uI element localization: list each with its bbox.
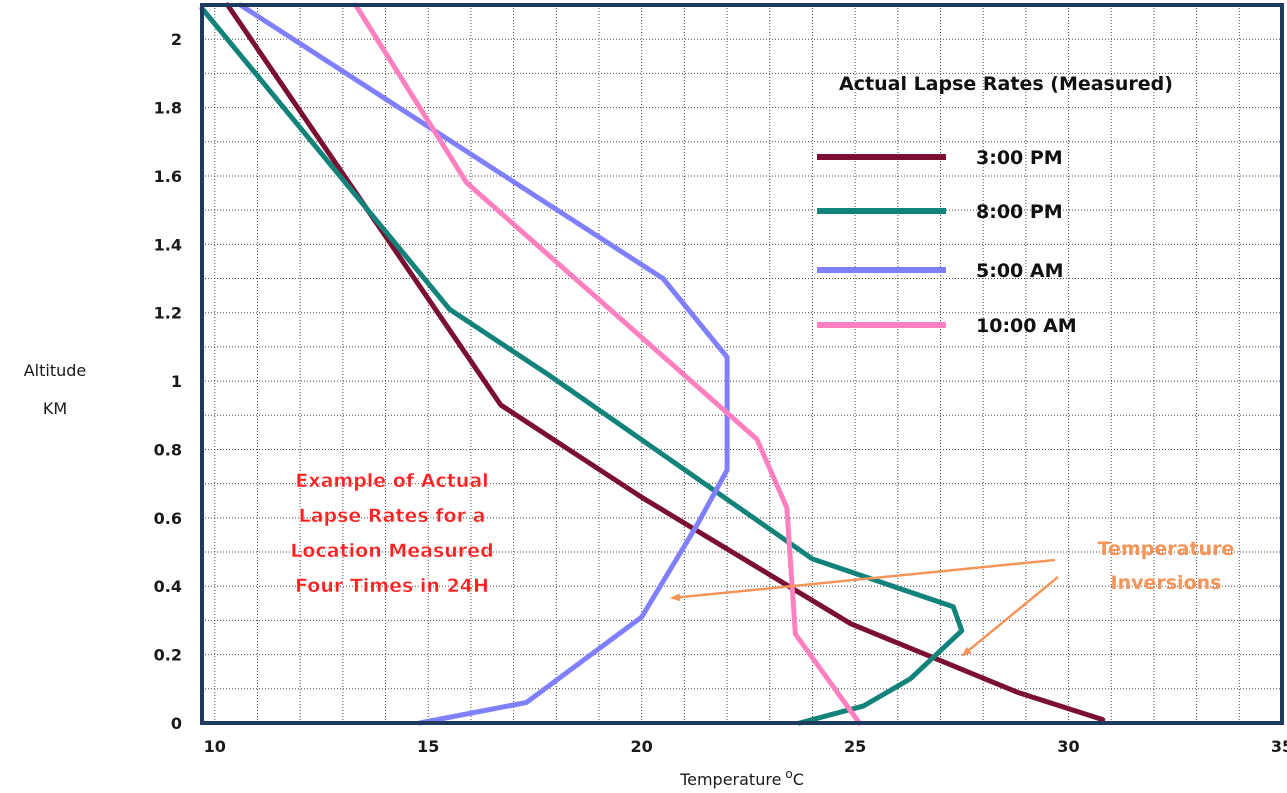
x-tick-label: 35	[1271, 737, 1287, 756]
y-tick-label: 1.2	[154, 304, 182, 323]
y-tick-label: 1.6	[154, 167, 182, 186]
y-axis-title-line-1: Altitude	[24, 361, 87, 380]
legend-label: 3:00 PM	[976, 147, 1063, 169]
legend-title: Actual Lapse Rates (Measured)	[839, 73, 1173, 95]
series-line-5-00-am	[237, 2, 730, 726]
legend-label: 5:00 AM	[976, 260, 1064, 282]
y-axis-title-line-2: KM	[43, 399, 67, 418]
y-tick-label: 0.4	[154, 577, 182, 596]
x-tick-label: 20	[631, 737, 653, 756]
x-axis-title-text: Temperature	[679, 770, 781, 789]
x-tick-label: 30	[1057, 737, 1079, 756]
plot-frame	[200, 3, 1284, 725]
x-axis-title-unit: C	[793, 770, 804, 789]
gridlines	[202, 5, 1282, 723]
annotation-inversions-line-2: Inversions	[1111, 572, 1222, 594]
annotation-example-line-4: Four Times in 24H	[295, 575, 489, 597]
series-lines	[199, 2, 1106, 726]
x-tick-label: 10	[204, 737, 226, 756]
annotation-example-line-3: Location Measured	[290, 540, 493, 562]
y-tick-label: 1.8	[154, 99, 182, 118]
x-tick-label: 15	[417, 737, 439, 756]
annotation-example-line-1: Example of Actual	[295, 470, 488, 492]
arrow-to-example	[670, 558, 1056, 602]
annotation-inversions: Temperature Inversions	[1098, 538, 1235, 594]
legend: 3:00 PM 8:00 PM 5:00 AM 10:00 AM	[817, 147, 1077, 337]
y-tick-label: 0.2	[154, 646, 182, 665]
annotation-arrows	[670, 558, 1059, 657]
annotation-inversions-line-1: Temperature	[1098, 538, 1235, 560]
y-tick-label: 0.6	[154, 509, 182, 528]
legend-label: 8:00 PM	[976, 201, 1063, 223]
y-tick-label: 0	[171, 714, 182, 733]
annotation-example-line-2: Lapse Rates for a	[299, 505, 486, 527]
series-line-8-00-pm	[199, 5, 965, 726]
y-tick-label: 1.4	[154, 235, 182, 254]
x-tick-label: 25	[844, 737, 866, 756]
y-tick-label: 2	[171, 30, 182, 49]
arrow-to-inversion	[961, 576, 1059, 657]
y-tick-label: 0.8	[154, 440, 182, 459]
y-tick-label: 1	[171, 372, 182, 391]
series-line-3-00-pm	[225, 2, 1106, 723]
annotation-example: Example of Actual Lapse Rates for a Loca…	[290, 470, 494, 598]
tick-labels: 10 15 20 25 30 35 0 0.2 0.4 0.6 0.8 1 1.2 1.4 1.6 1.8 2	[154, 30, 1287, 756]
legend-label: 10:00 AM	[976, 315, 1077, 337]
x-axis-title: Temperature oC	[679, 767, 804, 789]
series-line-10-00-am	[353, 2, 862, 726]
x-axis-title-superscript: o	[785, 767, 792, 781]
